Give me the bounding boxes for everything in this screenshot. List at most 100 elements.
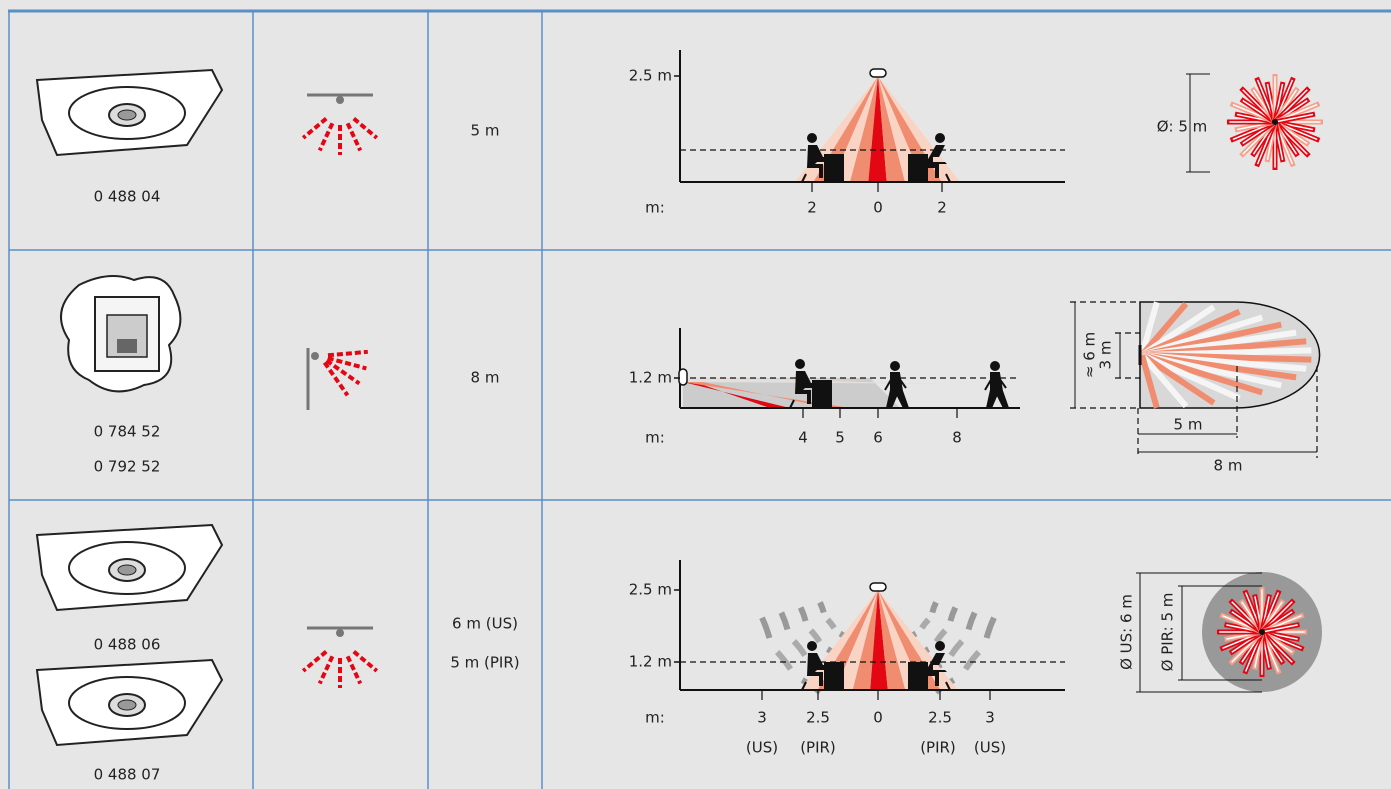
symbol-ray [317, 655, 335, 685]
person-body [984, 372, 1010, 409]
ultrasound-arc [929, 601, 939, 614]
symbol-ray [325, 358, 361, 386]
symbol-ray [301, 650, 328, 673]
symbol-sensor [336, 96, 344, 104]
desk [908, 662, 928, 690]
desk [908, 154, 928, 182]
chair [801, 681, 807, 691]
top-view-label: 8 m [1214, 457, 1243, 475]
sensor [869, 582, 887, 592]
axis-unit: m: [645, 199, 665, 217]
product-number: 0 488 06 [94, 636, 161, 654]
sensor [869, 68, 887, 78]
table-grid [8, 11, 1391, 789]
person-head [990, 361, 1000, 371]
sensor-lens-core [117, 699, 137, 711]
symbol-ray [317, 122, 335, 152]
symbol-ray [301, 117, 328, 140]
distance-note: (PIR) [800, 739, 836, 757]
ultrasound-arc [948, 639, 965, 658]
ultrasound-arc [808, 628, 823, 644]
height-label: 2.5 m [629, 67, 672, 85]
symbol-ray [345, 655, 363, 685]
detection-zone [831, 76, 878, 182]
top-view-label: Ø US: 6 m [1118, 594, 1136, 670]
detection-zone [817, 590, 878, 690]
product-number: 0 488 04 [94, 188, 161, 206]
ultrasound-arc [774, 650, 793, 671]
detection-zone [683, 378, 900, 408]
symbol-ray [352, 117, 379, 140]
person-body [807, 145, 829, 178]
chair [945, 173, 951, 183]
person-body [807, 653, 829, 686]
ceiling-sensor-icon [35, 68, 224, 157]
ultrasound-arc [791, 639, 808, 658]
person-head [807, 641, 817, 651]
symbol-sensor [336, 629, 344, 637]
chair [945, 681, 951, 691]
distance-note: (US) [746, 739, 778, 757]
ultrasound-arc [797, 606, 809, 622]
detection-range: 5 m (PIR) [450, 654, 519, 672]
ultrasound-arc [919, 617, 931, 630]
distance-label: 2 [937, 199, 947, 217]
burst-center [1272, 119, 1278, 125]
ultrasound-arc [778, 611, 791, 631]
chair [789, 399, 795, 409]
distance-label: 2.5 [928, 709, 952, 727]
product-number: 0 792 52 [94, 458, 161, 476]
distance-label: 2.5 [806, 709, 830, 727]
axis-unit: m: [645, 429, 665, 447]
top-view-label: Ø: 5 m [1157, 118, 1208, 136]
detection-zone [850, 76, 878, 182]
detection-range: 8 m [471, 369, 500, 387]
ultrasound-arc [759, 616, 773, 639]
person-body [884, 372, 910, 409]
detection-zone [852, 590, 878, 690]
height-label: 1.2 m [629, 369, 672, 387]
detection-zone [878, 76, 924, 182]
distance-label: 3 [985, 709, 995, 727]
height-label: 2.5 m [629, 581, 672, 599]
person-head [807, 133, 817, 143]
distance-label: 4 [798, 429, 808, 447]
symbol-sensor [311, 352, 319, 360]
detection-zone [835, 590, 878, 690]
burst-center [1259, 629, 1265, 635]
detection-ray [1140, 352, 1241, 402]
sensor-lens-core [117, 109, 137, 121]
detection-zone [870, 590, 888, 690]
axis-unit: m: [645, 709, 665, 727]
ceiling-sensor-icon [35, 658, 224, 747]
ceiling-sensor-icon [35, 523, 224, 612]
ultrasound-arc [963, 650, 982, 671]
ultrasound-arc [965, 611, 978, 631]
person-head [935, 133, 945, 143]
distance-label: 2 [807, 199, 817, 217]
top-view-label: ≈ 6 m [1081, 332, 1099, 378]
distance-label: 0 [873, 199, 883, 217]
ultrasound-arc [933, 628, 948, 644]
sensor-lens-core [117, 564, 137, 576]
top-view-label: Ø PIR: 5 m [1159, 593, 1177, 672]
detection-ray [1140, 352, 1216, 406]
distance-label: 0 [873, 709, 883, 727]
height-label: 1.2 m [629, 653, 672, 671]
top-view-label: 3 m [1097, 341, 1115, 370]
burst-ray-core [1261, 624, 1298, 633]
desk [812, 380, 832, 408]
ultrasound-arc [825, 617, 837, 630]
distance-label: 8 [952, 429, 962, 447]
chair [801, 173, 807, 183]
symbol-ray [322, 361, 350, 397]
desk [824, 154, 844, 182]
product-number: 0 488 07 [94, 766, 161, 784]
symbol-ray [345, 122, 363, 152]
person-head [795, 359, 805, 369]
sensor-face [117, 339, 137, 353]
ultrasound-arc [983, 616, 997, 639]
symbol-ray [327, 349, 368, 358]
